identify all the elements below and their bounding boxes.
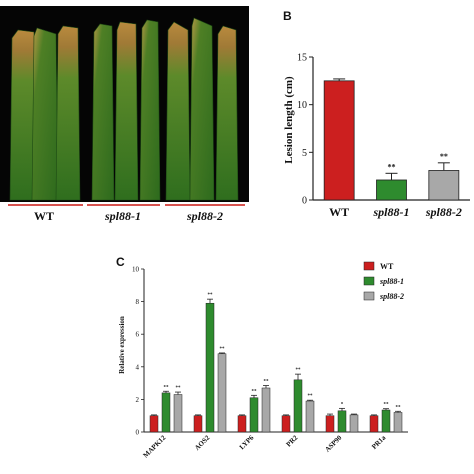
y-tick-label: 2 [136, 396, 140, 404]
x-category-label: AOS2 [193, 433, 212, 452]
bar [149, 415, 159, 433]
bar [249, 397, 259, 433]
bar [393, 412, 403, 433]
chart-c: C Relative expression 0 2 4 6 8 10 ** ** MAPK12 *… [116, 255, 408, 459]
x-category-label: WT [329, 205, 349, 219]
significance-label: ** [176, 386, 182, 391]
y-tick-label: 10 [297, 100, 307, 111]
bar [323, 80, 355, 201]
photo-label-wt: WT [34, 209, 54, 223]
bar [193, 415, 203, 433]
panel-letter-c: C [116, 255, 125, 269]
chart-b-ylabel: Lesion length (cm) [283, 76, 295, 164]
bar [281, 415, 291, 433]
y-tick-label: 4 [136, 363, 140, 371]
leaf-blade [215, 25, 239, 201]
significance-label: ** [296, 368, 302, 373]
bar [173, 394, 183, 433]
y-tick-label: 8 [136, 298, 140, 306]
leaf-blade [114, 21, 139, 201]
significance-label: * [341, 402, 344, 407]
significance-label: ** [208, 293, 214, 298]
leaf-blade [165, 21, 191, 201]
legend-label: spl88-2 [379, 292, 404, 301]
x-category-label: spl88-2 [425, 205, 462, 219]
y-tick-label: 6 [136, 331, 140, 339]
y-tick-label: 5 [302, 148, 307, 159]
significance-label: ** [264, 380, 270, 385]
legend-swatch [363, 261, 375, 271]
legend-label: spl88-1 [379, 277, 404, 286]
x-category-label: MAPK12 [142, 433, 168, 459]
leaf-blade [55, 25, 81, 201]
x-category-label: LYP6 [238, 433, 256, 451]
significance-label: ** [220, 347, 226, 352]
significance-label: ** [388, 162, 396, 171]
leaf-blade [91, 23, 115, 201]
significance-label: ** [440, 152, 448, 161]
photo-label-spl88-2: spl88-2 [186, 209, 223, 223]
chart-b: B Lesion length (cm) 0 5 10 15 WT ** spl88-1 **… [283, 9, 470, 219]
leaf-blade [139, 19, 161, 201]
significance-label: ** [384, 403, 390, 408]
leaf-blade [31, 27, 59, 201]
chart-c-legend: WT spl88-1 spl88-2 [363, 261, 404, 301]
y-tick-label: 0 [136, 429, 140, 437]
bar [349, 414, 359, 433]
bar [381, 409, 391, 433]
bar [305, 400, 315, 433]
bar [325, 415, 335, 433]
x-category-label: ASP90 [323, 433, 343, 453]
bar [428, 170, 460, 201]
y-tick-label: 15 [297, 53, 307, 64]
leaf-blade [189, 17, 215, 201]
bar [161, 392, 171, 433]
legend-swatch [363, 291, 375, 301]
leaf-photo: WT spl88-1 spl88-2 [0, 6, 249, 223]
panel-letter-b: B [283, 9, 292, 23]
bar [369, 415, 379, 433]
x-category-label: PR2 [285, 433, 300, 448]
bar [293, 379, 303, 433]
bar [337, 410, 347, 433]
bar [261, 387, 271, 433]
significance-label: ** [396, 405, 402, 410]
significance-label: ** [252, 389, 258, 394]
bar [217, 353, 227, 433]
significance-label: ** [164, 385, 170, 390]
legend-label: WT [380, 262, 394, 271]
bar [376, 179, 407, 201]
y-tick-label: 10 [132, 266, 140, 274]
photo-label-spl88-1: spl88-1 [104, 209, 141, 223]
significance-label: ** [308, 394, 314, 399]
legend-swatch [363, 276, 375, 286]
x-category-label: spl88-1 [373, 205, 410, 219]
bar [205, 302, 215, 433]
chart-c-ylabel: Relative expression [118, 316, 126, 374]
y-tick-label: 0 [302, 196, 307, 207]
x-category-label: PR1a [370, 433, 388, 451]
bar [237, 415, 247, 433]
